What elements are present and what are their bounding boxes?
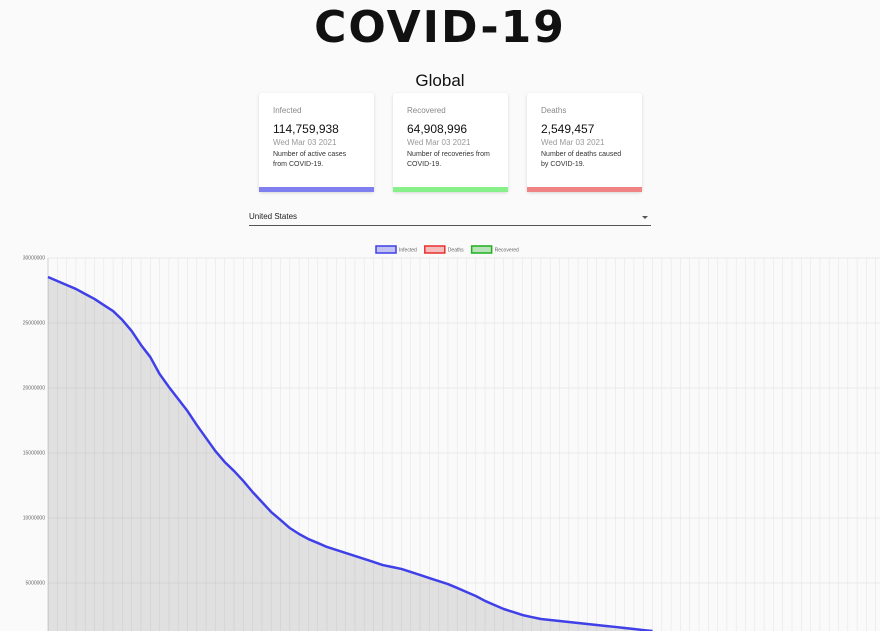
y-tick-label: 15000000 bbox=[23, 450, 45, 456]
dropdown-arrow bbox=[642, 216, 648, 219]
card-label: Recovered bbox=[407, 106, 446, 115]
card-value: 114,759,938 bbox=[273, 122, 339, 136]
legend-label: Recovered bbox=[495, 247, 519, 253]
y-tick-label: 30000000 bbox=[23, 255, 45, 261]
card-description: Number of active cases from COVID-19. bbox=[273, 151, 347, 168]
card-label: Infected bbox=[273, 106, 302, 115]
region-title: Global bbox=[415, 71, 465, 90]
card-bar bbox=[527, 187, 642, 192]
country-select[interactable]: United States bbox=[249, 212, 651, 226]
y-tick-label: 20000000 bbox=[23, 385, 45, 391]
logo: COVID-19 bbox=[314, 2, 566, 53]
card-bar bbox=[393, 187, 508, 192]
y-tick-label: 25000000 bbox=[23, 320, 45, 326]
area bbox=[48, 276, 653, 631]
stat-card: Recovered 64,908,996 Wed Mar 03 2021 Number… bbox=[393, 93, 508, 192]
stat-card: Deaths 2,549,457 Wed Mar 03 2021 Number of … bbox=[527, 93, 642, 192]
y-tick-label: 10000000 bbox=[23, 515, 45, 521]
card-bar bbox=[259, 187, 374, 192]
card-description: Number of recoveries from COVID-19. bbox=[407, 151, 490, 168]
legend-swatch bbox=[375, 245, 397, 254]
card-date: Wed Mar 03 2021 bbox=[273, 138, 337, 147]
legend-swatch bbox=[470, 245, 493, 254]
selected-country: United States bbox=[249, 212, 298, 221]
card-description: Number of deaths caused by COVID-19. bbox=[541, 151, 622, 168]
y-tick-label: 5000000 bbox=[26, 580, 46, 586]
card-label: Deaths bbox=[541, 106, 567, 115]
line bbox=[47, 275, 653, 631]
legend-label: Infected bbox=[399, 247, 417, 253]
chart: 5000000 10000000 15000000 20000000 25000000 3… bbox=[23, 245, 880, 631]
card-date: Wed Mar 03 2021 bbox=[407, 138, 471, 147]
card-value: 2,549,457 bbox=[541, 122, 595, 136]
legend-label: Deaths bbox=[448, 247, 464, 253]
card-value: 64,908,996 bbox=[407, 122, 468, 136]
card-date: Wed Mar 03 2021 bbox=[541, 138, 605, 147]
legend-swatch bbox=[424, 245, 446, 254]
stat-card: Infected 114,759,938 Wed Mar 03 2021 Number… bbox=[259, 93, 374, 192]
